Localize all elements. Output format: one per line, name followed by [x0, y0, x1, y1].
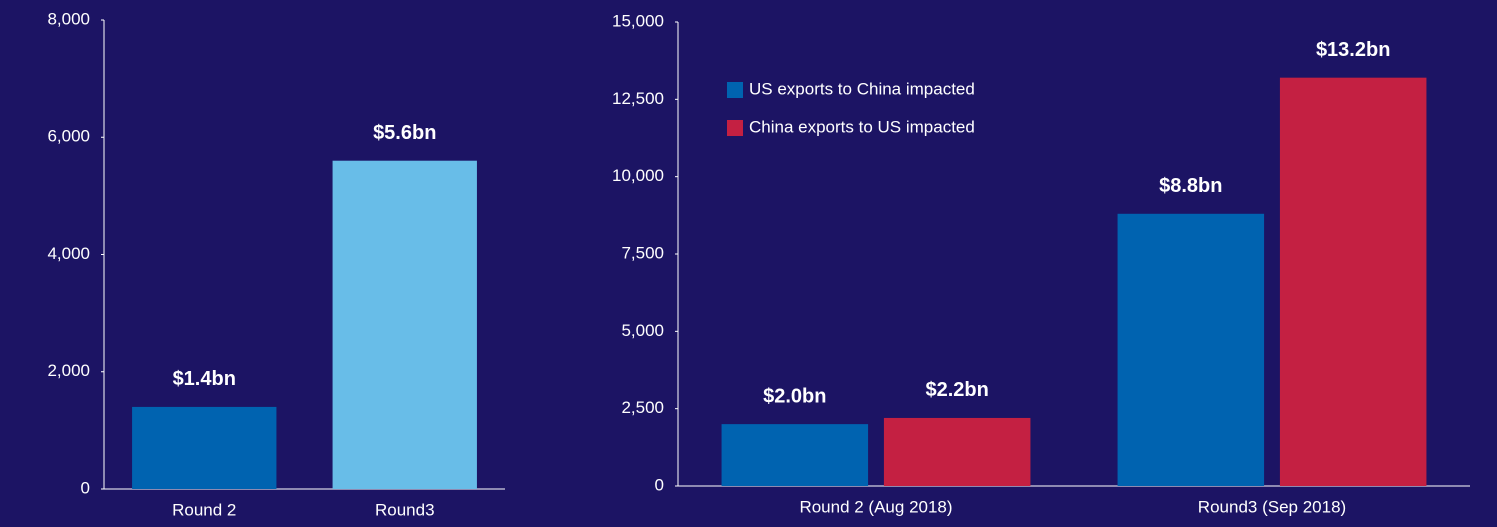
- value-label: $2.0bn: [763, 385, 826, 407]
- y-tick-label: 0: [81, 478, 90, 497]
- legend-label: US exports to China impacted: [749, 79, 975, 98]
- bar: [721, 424, 869, 486]
- x-tick-label: Round 2: [172, 500, 236, 519]
- y-tick-label: 15,000: [612, 11, 664, 30]
- y-tick-label: 8,000: [47, 9, 90, 28]
- bar: [883, 417, 1031, 486]
- x-tick-label: Round3 (Sep 2018): [1198, 497, 1346, 516]
- y-tick-label: 5,000: [621, 321, 664, 340]
- bar: [1279, 77, 1427, 487]
- bar: [332, 160, 477, 489]
- y-tick-label: 7,500: [621, 243, 664, 262]
- x-tick-label: Round3: [375, 500, 435, 519]
- legend-swatch: [727, 82, 743, 98]
- x-tick-label: Round 2 (Aug 2018): [799, 497, 952, 516]
- bar: [1117, 213, 1265, 486]
- y-tick-label: 4,000: [47, 244, 90, 263]
- y-tick-label: 0: [655, 475, 664, 494]
- legend-label: China exports to US impacted: [749, 117, 975, 136]
- value-label: $8.8bn: [1159, 175, 1222, 197]
- legend-swatch: [727, 120, 743, 136]
- value-label: $2.2bn: [926, 379, 989, 401]
- y-tick-label: 2,500: [621, 398, 664, 417]
- y-tick-label: 2,000: [47, 361, 90, 380]
- y-tick-label: 12,500: [612, 89, 664, 108]
- value-label: $5.6bn: [373, 122, 436, 144]
- y-tick-label: 10,000: [612, 166, 664, 185]
- bar: [132, 406, 277, 489]
- value-label: $1.4bn: [173, 368, 236, 390]
- value-label: $13.2bn: [1316, 39, 1390, 61]
- y-tick-label: 6,000: [47, 127, 90, 146]
